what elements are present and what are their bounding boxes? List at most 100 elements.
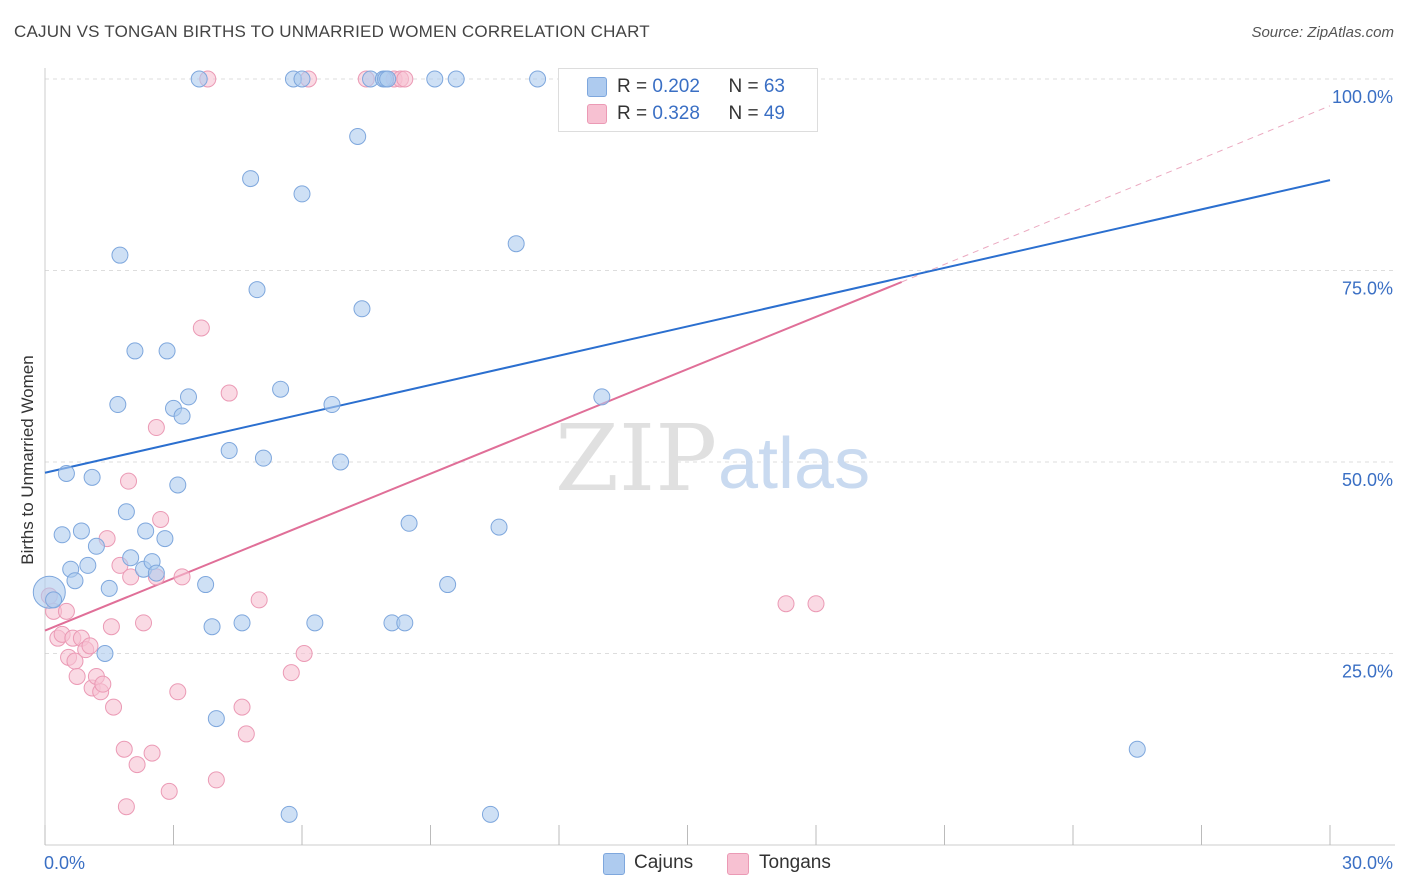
- tick-labels: 25.0% 50.0% 75.0% 100.0% 0.0% 30.0%: [44, 87, 1393, 873]
- cajun-point: [156, 530, 174, 548]
- cajun-point: [169, 476, 187, 494]
- tongan-trend-extension: [901, 105, 1331, 283]
- cajuns-legend-label: Cajuns: [634, 852, 694, 873]
- cajun-point: [173, 407, 191, 425]
- tongan-point: [81, 637, 99, 655]
- cajun-point: [1128, 740, 1146, 758]
- cajun-points: [32, 70, 1146, 823]
- y-tick-label: 50.0%: [1342, 470, 1393, 490]
- cajun-point: [53, 526, 71, 544]
- correlation-legend: R = 0.202 N = 63 R = 0.328 N = 49: [558, 68, 818, 132]
- tongan-point: [128, 756, 146, 774]
- cajun-point: [280, 805, 298, 823]
- tongan-point: [68, 667, 86, 685]
- cajun-point: [447, 70, 465, 88]
- y-tick-label: 100.0%: [1332, 87, 1393, 107]
- cajun-point: [207, 710, 225, 728]
- tongan-point: [94, 675, 112, 693]
- tongan-n-label: N =: [728, 103, 764, 124]
- tongan-legend-row: R = 0.328 N = 49: [617, 103, 785, 125]
- tongan-point: [777, 595, 795, 613]
- cajun-point: [293, 70, 311, 88]
- cajun-legend-row: R = 0.202 N = 63: [617, 76, 785, 98]
- cajun-point: [353, 300, 371, 318]
- cajun-legend-swatch: [587, 77, 607, 97]
- cajun-point: [147, 564, 165, 582]
- y-tick-label: 25.0%: [1342, 662, 1393, 682]
- cajun-point: [323, 396, 341, 414]
- tongan-point: [115, 740, 133, 758]
- cajun-point: [72, 522, 90, 540]
- tongan-point: [237, 725, 255, 743]
- cajun-point: [233, 614, 251, 632]
- cajun-point: [272, 380, 290, 398]
- axes: [44, 68, 1395, 846]
- tongan-point: [120, 472, 138, 490]
- tongan-point: [173, 568, 191, 586]
- cajun-point: [83, 468, 101, 486]
- cajun-point: [439, 576, 457, 594]
- chart-title: CAJUN VS TONGAN BIRTHS TO UNMARRIED WOME…: [14, 22, 650, 41]
- cajun-point: [179, 388, 197, 406]
- tongans-swatch: [727, 853, 749, 875]
- tongan-r-value: 0.328: [652, 103, 700, 124]
- cajun-point: [490, 518, 508, 536]
- cajun-point: [100, 579, 118, 597]
- cajun-n-label: N =: [728, 76, 764, 97]
- tongan-point: [160, 782, 178, 800]
- watermark-atlas: atlas: [718, 424, 870, 504]
- tongan-point: [233, 698, 251, 716]
- cajuns-swatch: [603, 853, 625, 875]
- cajun-point: [122, 549, 140, 567]
- cajun-trend-line: [44, 179, 1331, 474]
- tongan-point: [169, 683, 187, 701]
- cajun-point: [349, 127, 367, 145]
- tongan-point: [807, 595, 825, 613]
- x-tick-label: 30.0%: [1342, 853, 1393, 873]
- cajun-point: [396, 614, 414, 632]
- cajun-point: [111, 246, 129, 264]
- tongan-point: [143, 744, 161, 762]
- cajun-point: [293, 185, 311, 203]
- tongans-legend-label: Tongans: [759, 852, 831, 873]
- cajun-point: [158, 342, 176, 360]
- tongan-n-value: 49: [763, 103, 785, 124]
- cajun-point: [45, 591, 63, 609]
- cajun-point: [96, 645, 114, 662]
- cajun-point: [117, 503, 135, 521]
- cajun-point: [242, 170, 260, 188]
- gridlines: [45, 78, 1395, 654]
- tongan-r-label: R =: [617, 103, 653, 124]
- cajun-n-value: 63: [763, 76, 785, 97]
- cajun-point: [332, 453, 350, 471]
- cajun-r-value: 0.202: [652, 76, 700, 97]
- cajun-point: [137, 522, 155, 540]
- cajun-point: [426, 70, 444, 88]
- tongan-point: [207, 771, 225, 789]
- cajun-point: [57, 464, 75, 482]
- tongan-point: [147, 419, 165, 437]
- tongan-point: [122, 568, 140, 586]
- cajun-point: [400, 514, 418, 532]
- tongan-point: [135, 614, 153, 632]
- cajun-point: [306, 614, 324, 632]
- tongan-point: [102, 618, 120, 636]
- cajun-point: [197, 576, 215, 594]
- watermark-zip: ZIP: [555, 405, 717, 512]
- tongan-legend-swatch: [587, 104, 607, 124]
- trend-lines: [44, 105, 1331, 632]
- tongan-point: [192, 319, 210, 337]
- cajun-point: [593, 388, 611, 406]
- source-label: Source: ZipAtlas.com: [1251, 24, 1394, 41]
- cajun-point: [126, 342, 144, 360]
- cajun-point: [79, 556, 97, 574]
- tongan-point: [57, 602, 75, 620]
- watermark: ZIP atlas: [555, 405, 870, 512]
- cajun-point: [379, 70, 397, 88]
- y-tick-label: 75.0%: [1342, 279, 1393, 299]
- cajun-point: [203, 618, 221, 636]
- cajun-r-label: R =: [617, 76, 653, 97]
- tongan-point: [250, 591, 268, 609]
- tongan-point: [152, 510, 170, 528]
